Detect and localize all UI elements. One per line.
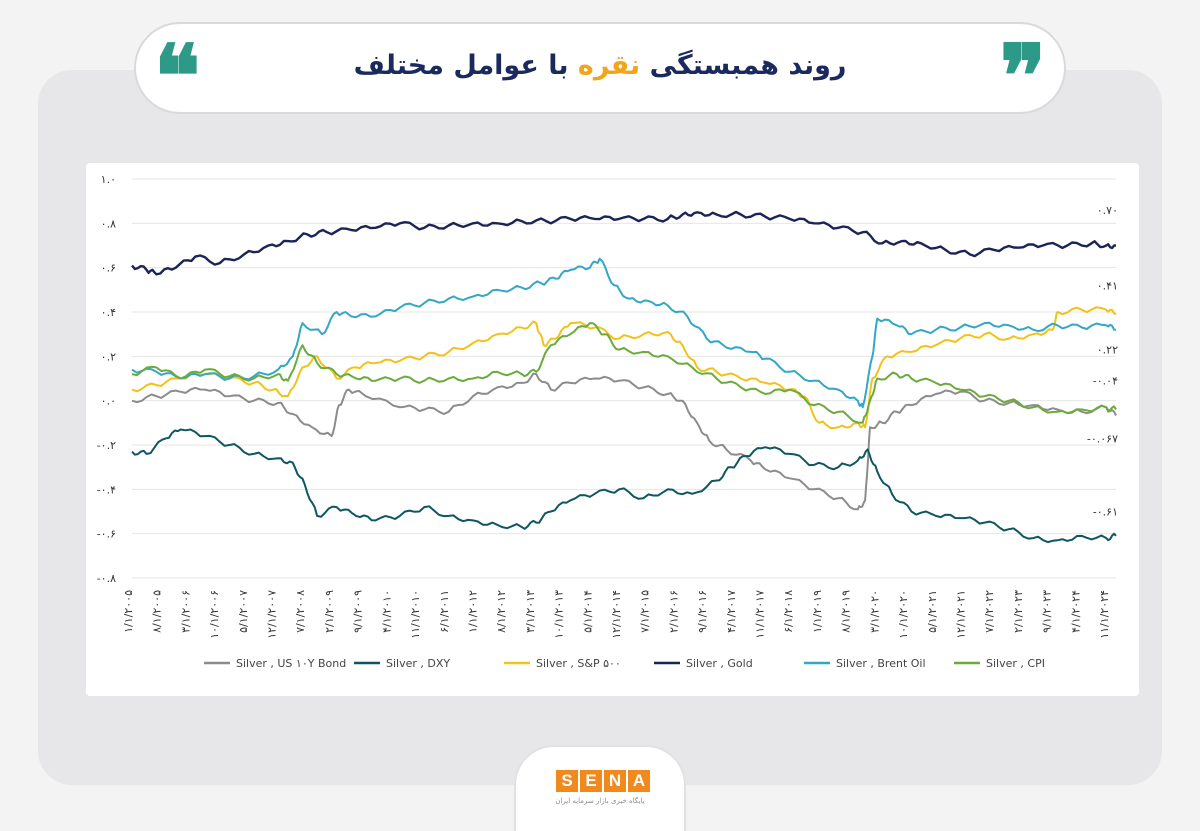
x-tick-label: ۸/۱/۲۰۰۵ [151, 590, 164, 633]
logo-tab: S E N A پایگاه خبری بازار سرمایه ایران [514, 745, 686, 831]
sena-logo: S E N A [556, 770, 652, 792]
legend-label: Silver , US ۱۰Y Bond [236, 657, 346, 670]
x-tick-label: ۱۲/۱/۲۰۱۴ [610, 590, 623, 639]
logo-letter: S [556, 770, 578, 792]
x-tick-label: ۷/۱/۲۰۱۵ [639, 590, 652, 633]
x-tick-label: ۶/۱/۲۰۱۱ [438, 590, 451, 633]
series-line [131, 257, 1117, 409]
y-tick-label: ۰.۰ [101, 395, 116, 408]
legend-label: Silver , S&P ۵۰۰ [536, 657, 621, 670]
y-tick-label: ۱.۰ [101, 173, 116, 186]
x-tick-label: ۱/۱/۲۰۱۲ [466, 590, 479, 633]
x-tick-label: ۹/۱/۲۰۲۳ [1041, 590, 1054, 633]
end-value-label: ۰.۲۲ [1097, 344, 1118, 357]
chart-card: ۱.۰ ۰.۸ ۰.۶ ۰.۴ ۰.۲ ۰.۰ -۰.۲ -۰.۴ -۰.۶ -۰.۸ ۱/۱/۲۰… [86, 163, 1139, 696]
y-tick-label: ۰.۴ [101, 306, 116, 319]
y-tick-label: -۰.۶ [97, 528, 116, 541]
series-line [131, 428, 1117, 544]
x-tick-label: ۶/۱/۲۰۱۸ [782, 590, 795, 633]
logo-letter: N [604, 770, 626, 792]
end-value-label: -۰.۶۱ [1093, 506, 1118, 519]
title-part-2: با عوامل مختلف [353, 50, 578, 81]
x-tick-label: ۱/۱/۲۰۰۵ [122, 590, 135, 633]
legend-label: Silver , DXY [386, 657, 450, 670]
end-value-label: -۰.۰۶۷ [1087, 432, 1118, 445]
logo-letter: E [580, 770, 602, 792]
title-part-1: روند همبستگی [640, 50, 847, 81]
x-tick-label: ۷/۱/۲۰۲۲ [983, 590, 996, 633]
x-tick-label: ۲/۱/۲۰۱۶ [667, 590, 680, 633]
x-tick-label: ۲/۱/۲۰۲۳ [1012, 590, 1025, 633]
x-tick-label: ۸/۱/۲۰۱۹ [840, 590, 853, 633]
x-tick-label: ۱/۱/۲۰۱۹ [811, 590, 824, 633]
x-tick-label: ۵/۱/۲۰۱۴ [581, 590, 594, 633]
legend-label: Silver , Gold [686, 657, 753, 670]
x-tick-label: ۷/۱/۲۰۰۸ [294, 590, 307, 633]
x-tick-label: ۱۲/۱/۲۰۲۱ [954, 590, 967, 639]
x-tick-label: ۵/۱/۲۰۲۱ [926, 590, 939, 633]
y-tick-label: ۰.۸ [101, 217, 116, 230]
x-tick-label: ۸/۱/۲۰۱۲ [495, 590, 508, 633]
y-tick-label: ۰.۲ [101, 350, 116, 363]
x-tick-label: ۱۲/۱/۲۰۰۷ [266, 590, 279, 639]
x-tick-label: ۳/۱/۲۰۰۶ [179, 590, 192, 633]
x-tick-label: ۱۱/۱/۲۰۱۷ [754, 590, 767, 639]
series-line [131, 372, 1117, 511]
open-quote-icon: ❝ [154, 26, 201, 127]
end-value-label: ۰.۴۱ [1097, 279, 1118, 292]
end-value-label: -۰.۰۴ [1093, 375, 1118, 388]
x-tick-label: ۱۰/۱/۲۰۰۶ [208, 590, 221, 639]
x-tick-label: ۹/۱/۲۰۱۶ [696, 590, 709, 633]
x-tick-label: ۵/۱/۲۰۰۷ [237, 590, 250, 633]
series-line [131, 210, 1117, 276]
legend-label: Silver , CPI [986, 657, 1045, 670]
series-line [131, 322, 1117, 424]
x-tick-label: ۱۰/۱/۲۰۱۳ [553, 590, 566, 639]
x-tick-label: ۹/۱/۲۰۰۹ [352, 590, 365, 633]
close-quote-icon: ❞ [999, 26, 1046, 127]
y-tick-label: ۰.۶ [101, 262, 116, 275]
x-tick-label: ۱۱/۱/۲۰۲۴ [1098, 590, 1111, 639]
logo-letter: A [628, 770, 650, 792]
x-tick-label: ۲/۱/۲۰۰۹ [323, 590, 336, 633]
x-tick-label: ۱۰/۱/۲۰۲۰ [897, 590, 910, 639]
x-tick-label: ۳/۱/۲۰۲۰ [868, 590, 881, 633]
y-tick-label: -۰.۴ [97, 483, 116, 496]
legend-label: Silver , Brent Oil [836, 657, 926, 670]
y-tick-label: -۰.۲ [97, 439, 116, 452]
y-tick-label: -۰.۸ [97, 572, 116, 585]
series-line [131, 306, 1117, 430]
logo-subtitle: پایگاه خبری بازار سرمایه ایران [555, 797, 645, 805]
correlation-chart: ۱.۰ ۰.۸ ۰.۶ ۰.۴ ۰.۲ ۰.۰ -۰.۲ -۰.۴ -۰.۶ -۰.۸ ۱/۱/۲۰… [97, 173, 1118, 670]
end-value-label: ۰.۷۰ [1097, 204, 1118, 217]
page-title: روند همبستگی نقره با عوامل مختلف [136, 50, 1064, 81]
x-tick-label: ۴/۱/۲۰۱۷ [725, 590, 738, 633]
title-banner: ❝ روند همبستگی نقره با عوامل مختلف ❞ [134, 22, 1066, 120]
x-tick-label: ۴/۱/۲۰۱۰ [380, 590, 393, 633]
x-tick-label: ۴/۱/۲۰۲۴ [1069, 590, 1082, 633]
x-tick-label: ۳/۱/۲۰۱۳ [524, 590, 537, 633]
title-highlight: نقره [577, 50, 641, 81]
x-tick-label: ۱۱/۱/۲۰۱۰ [409, 590, 422, 639]
